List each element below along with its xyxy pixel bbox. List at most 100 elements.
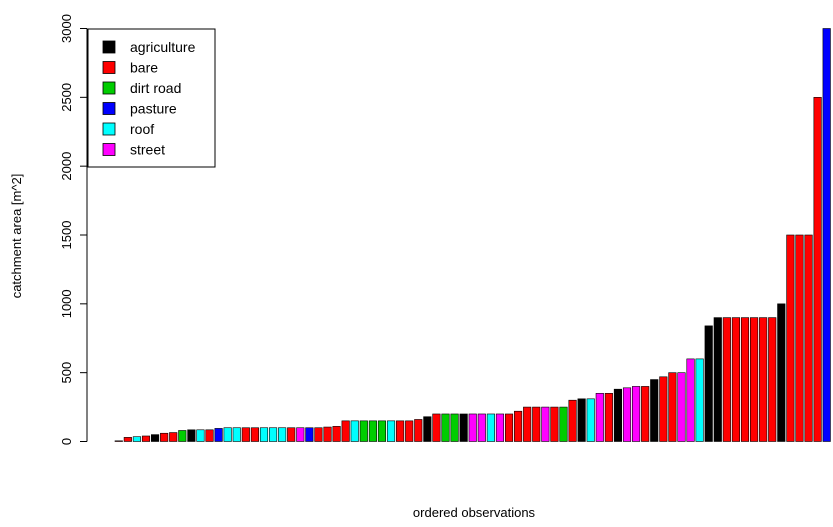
legend-label: dirt road: [130, 80, 181, 96]
y-tick-label: 3000: [59, 14, 74, 43]
bar-bare: [341, 420, 350, 442]
bar-roof: [350, 420, 359, 442]
bar-pasture: [305, 427, 314, 442]
y-tick-label: 1500: [59, 221, 74, 250]
bar-street: [595, 393, 604, 442]
bar-bare: [160, 432, 169, 442]
legend-swatch: [102, 61, 116, 74]
bar-bare: [250, 427, 259, 442]
bar-bare: [750, 317, 759, 442]
bar-agriculture: [187, 429, 196, 442]
bar-agriculture: [613, 388, 623, 442]
bar-street: [622, 387, 632, 442]
bar-dirt-road: [559, 406, 568, 442]
bar-bare: [604, 393, 613, 442]
bar-roof: [586, 398, 595, 442]
bar-bare: [114, 440, 123, 442]
bar-agriculture: [151, 434, 160, 442]
bar-bare: [405, 420, 414, 442]
bar-bare: [722, 317, 731, 442]
legend-swatch: [102, 40, 116, 54]
legend-label: agriculture: [130, 39, 196, 55]
legend-label: roof: [130, 121, 154, 137]
bar-roof: [223, 427, 232, 442]
bar-roof: [486, 413, 495, 442]
bar-bare: [550, 406, 559, 442]
y-axis: 0 500 1000 1500 2000 2500 3000: [59, 14, 88, 445]
bar-bare: [568, 399, 577, 442]
bar-street: [632, 386, 641, 442]
bars-group: [114, 28, 831, 442]
bar-bare: [141, 435, 151, 442]
bar-bare: [514, 410, 523, 442]
bar-roof: [695, 358, 704, 442]
legend: agriculture bare dirt road pasture roof stree…: [87, 28, 216, 168]
bar-bare: [396, 420, 405, 442]
bar-bare: [731, 317, 740, 442]
bar-bare: [123, 437, 132, 442]
legend-swatch: [102, 122, 116, 136]
bar-agriculture: [459, 413, 468, 442]
bar-bare: [169, 432, 178, 442]
bar-street: [296, 427, 305, 442]
bar-agriculture: [577, 398, 586, 442]
legend-swatch: [102, 102, 116, 115]
bar-agriculture: [777, 303, 786, 442]
bar-bare: [740, 317, 750, 442]
bar-pasture: [822, 28, 831, 442]
bar-bare: [332, 426, 341, 442]
bar-roof: [268, 427, 278, 442]
bar-bare: [813, 97, 822, 442]
bar-bare: [804, 234, 813, 442]
bar-bare: [323, 426, 332, 442]
bar-bare: [668, 372, 677, 442]
bar-dirt-road: [441, 413, 450, 442]
legend-swatch: [102, 81, 116, 95]
bar-bare: [786, 234, 795, 442]
bar-bare: [432, 413, 441, 442]
x-axis-label: ordered observations: [413, 505, 536, 520]
bar-agriculture: [713, 317, 722, 442]
bar-bare: [532, 406, 541, 442]
bar-bare: [287, 427, 296, 442]
bar-street: [477, 413, 486, 442]
bar-bare: [641, 386, 650, 442]
y-tick-label: 1000: [59, 289, 74, 318]
bar-bare: [768, 317, 777, 442]
bar-bare: [241, 427, 250, 442]
bar-bare: [314, 427, 323, 442]
bar-dirt-road: [368, 420, 377, 442]
bar-bare: [523, 406, 532, 442]
legend-swatch: [102, 143, 116, 156]
bar-roof: [259, 427, 269, 442]
bar-bare: [414, 419, 423, 442]
bar-dirt-road: [377, 420, 387, 442]
bar-street: [677, 372, 686, 442]
bar-roof: [132, 436, 141, 442]
bar-agriculture: [423, 416, 432, 442]
y-axis-label: catchment area [m^2]: [9, 174, 24, 299]
y-tick-label: 500: [59, 362, 74, 384]
bar-bare: [795, 234, 804, 442]
bar-dirt-road: [359, 420, 368, 442]
legend-label: bare: [130, 60, 158, 76]
legend-label: street: [130, 142, 165, 158]
bar-roof: [386, 420, 396, 442]
bar-bare: [759, 317, 768, 442]
bar-dirt-road: [178, 430, 187, 442]
bar-roof: [196, 429, 205, 442]
bar-dirt-road: [450, 413, 459, 442]
bar-agriculture: [650, 379, 659, 442]
bar-roof: [278, 427, 287, 442]
legend-label: pasture: [130, 101, 177, 117]
bar-street: [495, 413, 505, 442]
bar-street: [468, 413, 477, 442]
y-tick-label: 0: [59, 438, 74, 445]
bar-bare: [659, 376, 668, 442]
bar-street: [686, 358, 695, 442]
bar-pasture: [214, 428, 223, 442]
bar-roof: [232, 427, 241, 442]
bar-agriculture: [704, 325, 713, 442]
bar-bare: [205, 429, 214, 442]
